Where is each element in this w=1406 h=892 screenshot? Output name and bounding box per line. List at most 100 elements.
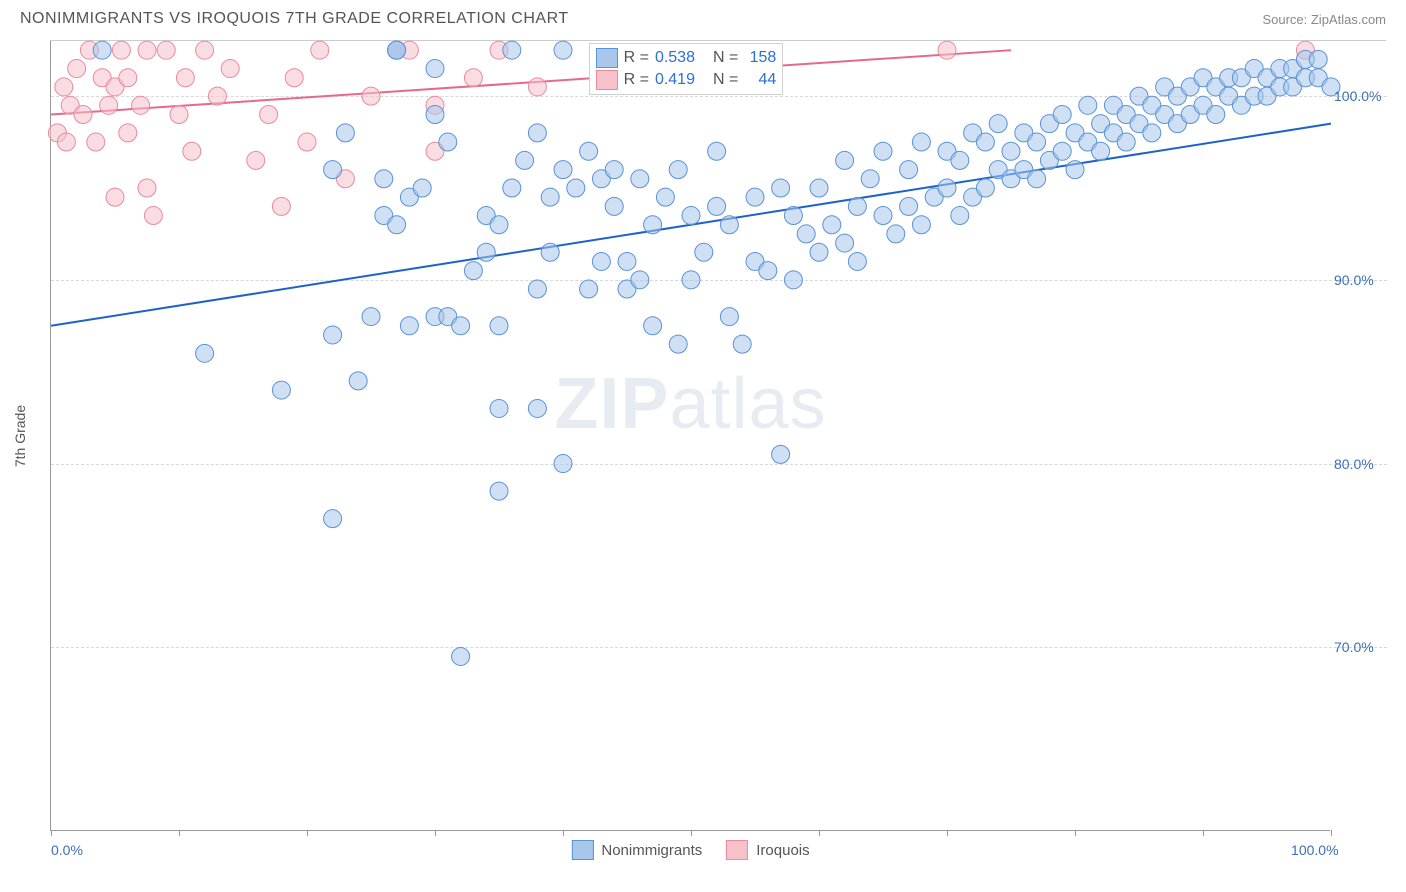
legend-r-value: 0.538 [655,49,695,67]
scatter-svg [51,41,1331,831]
data-point [644,216,662,234]
data-point [605,197,623,215]
data-point [900,197,918,215]
y-tick-label: 70.0% [1334,639,1386,655]
data-point [132,96,150,114]
data-point [336,124,354,142]
data-point [1053,105,1071,123]
data-point [541,243,559,261]
y-tick-label: 90.0% [1334,272,1386,288]
data-point [452,317,470,335]
data-point [490,399,508,417]
data-point [196,344,214,362]
data-point [528,399,546,417]
data-point [119,69,137,87]
legend-item: Nonimmigrants [571,840,702,860]
data-point [176,69,194,87]
data-point [951,207,969,225]
data-point [324,161,342,179]
legend-swatch [726,840,748,860]
legend-stats-row: R =0.419N =44 [596,69,777,91]
data-point [138,41,156,59]
data-point [375,170,393,188]
data-point [567,179,585,197]
data-point [848,197,866,215]
data-point [976,133,994,151]
y-axis-title: 7th Grade [12,404,28,466]
data-point [720,308,738,326]
data-point [669,335,687,353]
data-point [477,243,495,261]
legend-n-label: N = [713,71,738,89]
chart-title: NONIMMIGRANTS VS IROQUOIS 7TH GRADE CORR… [20,10,569,28]
data-point [362,308,380,326]
data-point [682,207,700,225]
legend-swatch [571,840,593,860]
data-point [669,161,687,179]
data-point [183,142,201,160]
legend-label: Nonimmigrants [601,842,702,859]
data-point [1028,133,1046,151]
data-point [503,41,521,59]
data-point [823,216,841,234]
data-point [1053,142,1071,160]
data-point [861,170,879,188]
data-point [349,372,367,390]
data-point [138,179,156,197]
data-point [912,133,930,151]
data-point [618,252,636,270]
data-point [106,188,124,206]
x-axis-end-label: 100.0% [1291,842,1338,858]
data-point [272,381,290,399]
data-point [848,252,866,270]
data-point [413,179,431,197]
data-point [528,78,546,96]
data-point [592,252,610,270]
data-point [1117,133,1135,151]
data-point [324,510,342,528]
data-point [695,243,713,261]
y-tick-label: 100.0% [1334,88,1386,104]
data-point [157,41,175,59]
legend-r-label: R = [624,71,649,89]
data-point [426,60,444,78]
data-point [400,317,418,335]
data-point [810,243,828,261]
data-point [452,647,470,665]
data-point [912,216,930,234]
x-tick [1203,830,1204,836]
data-point [1002,142,1020,160]
data-point [887,225,905,243]
data-point [708,142,726,160]
data-point [503,179,521,197]
x-axis-start-label: 0.0% [51,842,83,858]
data-point [74,105,92,123]
data-point [528,124,546,142]
chart-area: 7th Grade ZIPatlas R =0.538N =158R =0.41… [50,40,1386,830]
data-point [68,60,86,78]
data-point [170,105,188,123]
data-point [516,151,534,169]
data-point [490,482,508,500]
data-point [874,142,892,160]
data-point [1143,124,1161,142]
data-point [644,317,662,335]
data-point [1092,142,1110,160]
data-point [93,41,111,59]
data-point [388,216,406,234]
data-point [900,161,918,179]
legend-r-label: R = [624,49,649,67]
data-point [247,151,265,169]
x-tick [819,830,820,836]
data-point [938,179,956,197]
data-point [938,41,956,59]
plot-region: ZIPatlas R =0.538N =158R =0.419N =44 0.0… [50,41,1330,831]
x-tick [947,830,948,836]
data-point [772,445,790,463]
data-point [144,207,162,225]
data-point [112,41,130,59]
data-point [1309,50,1327,68]
data-point [605,161,623,179]
data-point [324,326,342,344]
x-tick [307,830,308,836]
